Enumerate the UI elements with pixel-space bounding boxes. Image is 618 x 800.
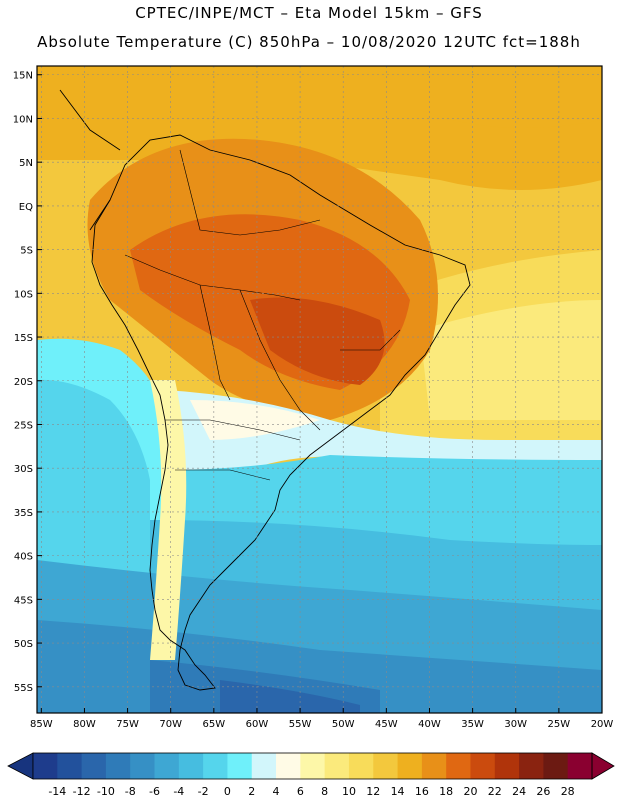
legend-level-label: -10 — [97, 785, 115, 798]
temperature-field — [37, 66, 602, 713]
latitude-tick-label: 15S — [14, 333, 33, 344]
longitude-tick-label: 60W — [246, 719, 269, 730]
map-title-line2: Absolute Temperature (C) 850hPa – 10/08/… — [37, 33, 581, 51]
legend-level-label: 16 — [415, 785, 429, 798]
legend-swatch — [154, 753, 180, 779]
legend-swatch — [494, 753, 520, 779]
legend-swatch — [470, 753, 496, 779]
graticule — [37, 66, 602, 713]
legend-swatch — [81, 753, 107, 779]
legend-swatch — [203, 753, 228, 779]
legend-level-label: 4 — [273, 785, 280, 798]
latitude-tick-label: 10S — [14, 289, 33, 300]
legend-swatch — [324, 753, 350, 779]
longitude-tick-label: 55W — [289, 719, 312, 730]
legend-swatch — [446, 753, 471, 779]
longitude-tick-label: 45W — [375, 719, 398, 730]
longitude-tick-label: 50W — [332, 719, 355, 730]
legend-level-label: 10 — [342, 785, 356, 798]
latitude-tick-label: 25S — [14, 420, 33, 431]
legend-level-label: 2 — [248, 785, 255, 798]
latitude-tick-label: EQ — [19, 202, 33, 213]
legend-level-label: -14 — [48, 785, 66, 798]
longitude-tick-label: 85W — [30, 719, 53, 730]
legend-level-label: 0 — [224, 785, 231, 798]
legend-level-label: 26 — [536, 785, 550, 798]
longitude-tick-label: 75W — [116, 719, 139, 730]
legend-level-label: -12 — [73, 785, 91, 798]
legend-level-label: 20 — [463, 785, 477, 798]
legend-swatch — [519, 753, 544, 779]
legend-swatch — [105, 753, 131, 779]
legend-level-label: -6 — [149, 785, 160, 798]
map-frame — [36, 65, 603, 714]
legend-level-label: 8 — [321, 785, 328, 798]
latitude-tick-label: 5S — [20, 246, 33, 257]
latitude-tick-label: 5N — [19, 158, 33, 169]
latitude-tick-label: 55S — [14, 683, 33, 694]
legend-level-label: -2 — [198, 785, 209, 798]
legend-swatch — [397, 753, 423, 779]
legend-swatch — [178, 753, 204, 779]
legend-level-label: 12 — [366, 785, 380, 798]
latitude-tick-label: 40S — [14, 552, 33, 563]
latitude-labels: 15N 10N 5N EQ 5S 10S 15S 20S 25S 30S 35S 40S 45S 50S 5… — [13, 71, 42, 694]
latitude-tick-label: 15N — [13, 71, 33, 82]
longitude-tick-label: 65W — [203, 719, 226, 730]
legend-swatch — [227, 753, 253, 779]
legend-level-label: -4 — [173, 785, 184, 798]
legend-swatch — [373, 753, 399, 779]
latitude-tick-label: 10N — [13, 114, 33, 125]
legend-swatch — [57, 753, 83, 779]
legend-swatches — [7, 752, 615, 780]
latitude-tick-label: 35S — [14, 508, 33, 519]
latitude-tick-label: 45S — [14, 595, 33, 606]
longitude-tick-label: 40W — [418, 719, 441, 730]
legend-high-arrow — [591, 752, 615, 780]
legend-swatch — [543, 753, 569, 779]
longitude-tick-label: 80W — [73, 719, 96, 730]
legend-swatch — [348, 753, 374, 779]
longitude-tick-label: 30W — [504, 719, 527, 730]
legend-frame — [32, 752, 593, 780]
legend-swatch — [300, 753, 326, 779]
legend-level-label: 22 — [488, 785, 502, 798]
legend-level-label: 28 — [561, 785, 575, 798]
legend-swatch — [276, 753, 301, 779]
legend-labels: -14 -12 -10 -8 -6 -4 -2 0 2 4 6 8 10 12 14 16 18 20 22 24 26… — [48, 785, 574, 798]
coastline — [59, 89, 471, 691]
longitude-tick-label: 20W — [591, 719, 614, 730]
longitude-tick-label: 70W — [159, 719, 182, 730]
legend-swatch — [33, 753, 58, 779]
legend-level-label: 6 — [297, 785, 304, 798]
latitude-tick-label: 20S — [14, 377, 33, 388]
map-title-line1: CPTEC/INPE/MCT – Eta Model 15km – GFS — [135, 4, 483, 22]
legend-level-label: 18 — [439, 785, 453, 798]
legend-level-label: 24 — [512, 785, 526, 798]
latitude-tick-label: 50S — [14, 639, 33, 650]
legend-swatch — [567, 753, 593, 779]
longitude-tick-label: 35W — [461, 719, 484, 730]
legend-level-label: -8 — [125, 785, 136, 798]
latitude-tick-label: 30S — [14, 464, 33, 475]
legend-low-arrow — [7, 752, 34, 780]
legend-level-label: 14 — [391, 785, 405, 798]
legend-swatch — [130, 753, 156, 779]
legend-swatch — [421, 753, 447, 779]
country-borders — [124, 149, 401, 481]
longitude-tick-label: 25W — [548, 719, 571, 730]
legend-swatch — [251, 753, 277, 779]
longitude-labels: 85W 80W 75W 70W 65W 60W 55W 50W 45W 40W 35W 30W 25W 2… — [30, 708, 613, 730]
